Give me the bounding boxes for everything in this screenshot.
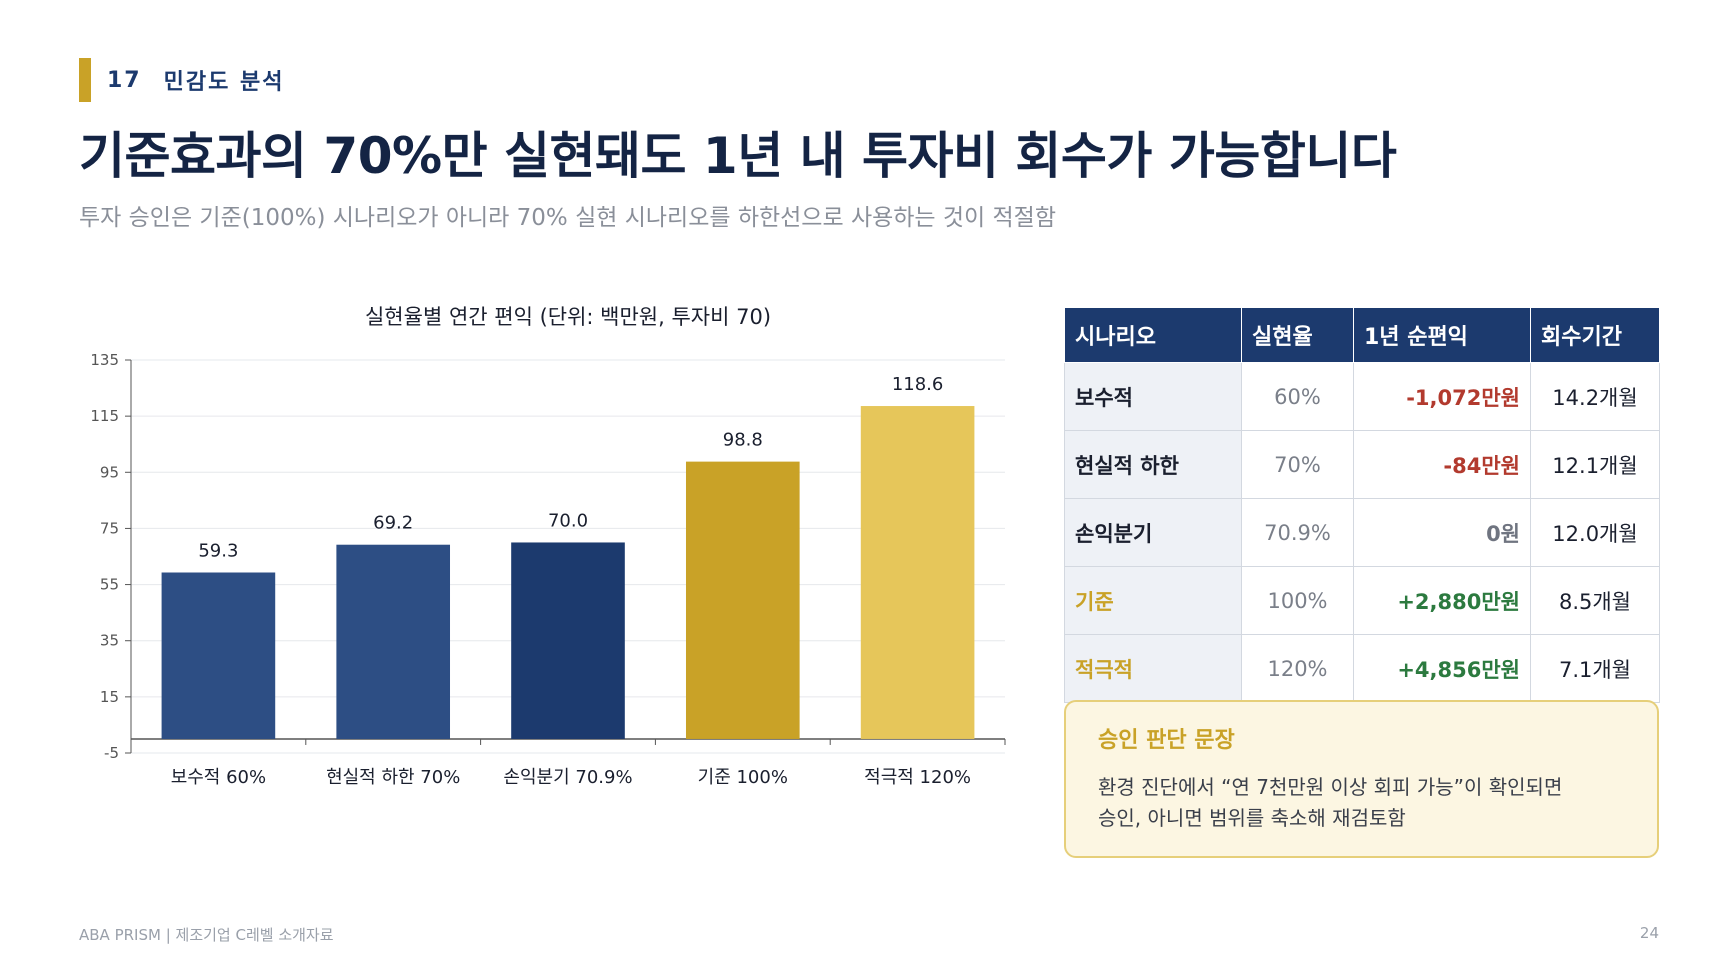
cell-net-benefit: +4,856만원 <box>1353 634 1531 703</box>
table-row: 현실적 하한 70% -84만원 12.1개월 <box>1064 430 1660 499</box>
header-scenario: 시나리오 <box>1064 307 1242 363</box>
bar-value-label: 70.0 <box>548 510 588 531</box>
cell-scenario: 기준 <box>1064 566 1242 635</box>
cell-net-benefit: 0원 <box>1353 498 1531 567</box>
y-tick-label: 15 <box>100 688 119 706</box>
benefit-bar-chart: 실현율별 연간 편익 (단위: 백만원, 투자비 70) -5 15 35 55 75 95… <box>70 296 1020 816</box>
note-line-2: 승인, 아니면 범위를 축소해 재검토함 <box>1098 806 1406 830</box>
note-line-1: 환경 진단에서 “연 7천만원 이상 회피 가능”이 확인되면 <box>1098 775 1563 799</box>
y-tick-label: 35 <box>100 632 119 650</box>
cell-payback: 7.1개월 <box>1530 634 1660 703</box>
table-header-row: 시나리오 실현율 1년 순편익 회수기간 <box>1064 307 1660 363</box>
header-payback: 회수기간 <box>1530 307 1660 363</box>
cell-rate: 70% <box>1241 430 1354 499</box>
x-tick-label: 적극적 120% <box>864 767 971 788</box>
cell-scenario: 적극적 <box>1064 634 1242 703</box>
section-accent-bar <box>79 58 91 102</box>
chart-svg: 실현율별 연간 편익 (단위: 백만원, 투자비 70) -5 15 35 55 75 95… <box>90 305 1006 788</box>
bar <box>685 461 800 739</box>
scenario-table: 시나리오 실현율 1년 순편익 회수기간 보수적 60% -1,072만원 14.2개… <box>1064 307 1660 703</box>
cell-payback: 12.1개월 <box>1530 430 1660 499</box>
x-tick-label: 보수적 60% <box>171 767 266 788</box>
y-tick-label: -5 <box>104 744 119 762</box>
y-tick-label: 135 <box>90 351 119 369</box>
cell-payback: 8.5개월 <box>1530 566 1660 635</box>
table-row: 적극적 120% +4,856만원 7.1개월 <box>1064 634 1660 703</box>
bar-value-label: 69.2 <box>373 513 413 534</box>
cell-scenario: 현실적 하한 <box>1064 430 1242 499</box>
table-body: 보수적 60% -1,072만원 14.2개월 현실적 하한 70% -84만원 12.1개월… <box>1064 362 1660 703</box>
section-label: 민감도 분석 <box>163 70 285 95</box>
bar <box>860 406 975 739</box>
page-subtitle: 투자 승인은 기준(100%) 시나리오가 아니라 70% 실현 시나리오를 하… <box>79 205 1057 231</box>
page-title: 기준효과의 70%만 실현돼도 1년 내 투자비 회수가 가능합니다 <box>79 127 1397 185</box>
table-row: 보수적 60% -1,072만원 14.2개월 <box>1064 362 1660 431</box>
table-row: 기준 100% +2,880만원 8.5개월 <box>1064 566 1660 635</box>
cell-payback: 12.0개월 <box>1530 498 1660 567</box>
cell-rate: 60% <box>1241 362 1354 431</box>
bar <box>161 572 276 739</box>
cell-net-benefit: -84만원 <box>1353 430 1531 499</box>
table-row: 손익분기 70.9% 0원 12.0개월 <box>1064 498 1660 567</box>
bar-value-label: 118.6 <box>892 374 944 395</box>
bar-value-label: 59.3 <box>198 541 238 562</box>
cell-rate: 70.9% <box>1241 498 1354 567</box>
y-tick-label: 55 <box>100 576 119 594</box>
header-net-benefit: 1년 순편익 <box>1353 307 1531 363</box>
bar <box>336 544 451 739</box>
note-title: 승인 판단 문장 <box>1098 728 1235 753</box>
note-body: 환경 진단에서 “연 7천만원 이상 회피 가능”이 확인되면 승인, 아니면 … <box>1098 772 1625 834</box>
section-number: 17 <box>107 67 142 93</box>
cell-scenario: 보수적 <box>1064 362 1242 431</box>
y-tick-label: 95 <box>100 463 119 481</box>
cell-payback: 14.2개월 <box>1530 362 1660 431</box>
cell-net-benefit: -1,072만원 <box>1353 362 1531 431</box>
y-tick-label: 75 <box>100 519 119 537</box>
page-number: 24 <box>1639 924 1659 942</box>
footer-source: ABA PRISM | 제조기업 C레벨 소개자료 <box>79 926 334 944</box>
cell-rate: 100% <box>1241 566 1354 635</box>
x-tick-label: 기준 100% <box>698 767 788 788</box>
x-tick-label: 현실적 하한 70% <box>326 767 460 788</box>
bar-value-label: 98.8 <box>723 430 763 451</box>
cell-scenario: 손익분기 <box>1064 498 1242 567</box>
bar <box>511 542 625 739</box>
approval-note: 승인 판단 문장 환경 진단에서 “연 7천만원 이상 회피 가능”이 확인되면… <box>1064 700 1659 858</box>
header-rate: 실현율 <box>1241 307 1354 363</box>
x-tick-label: 손익분기 70.9% <box>503 767 632 788</box>
cell-rate: 120% <box>1241 634 1354 703</box>
chart-title: 실현율별 연간 편익 (단위: 백만원, 투자비 70) <box>365 305 771 329</box>
cell-net-benefit: +2,880만원 <box>1353 566 1531 635</box>
y-tick-label: 115 <box>90 407 119 425</box>
section-tag: 17 민감도 분석 <box>79 58 285 102</box>
